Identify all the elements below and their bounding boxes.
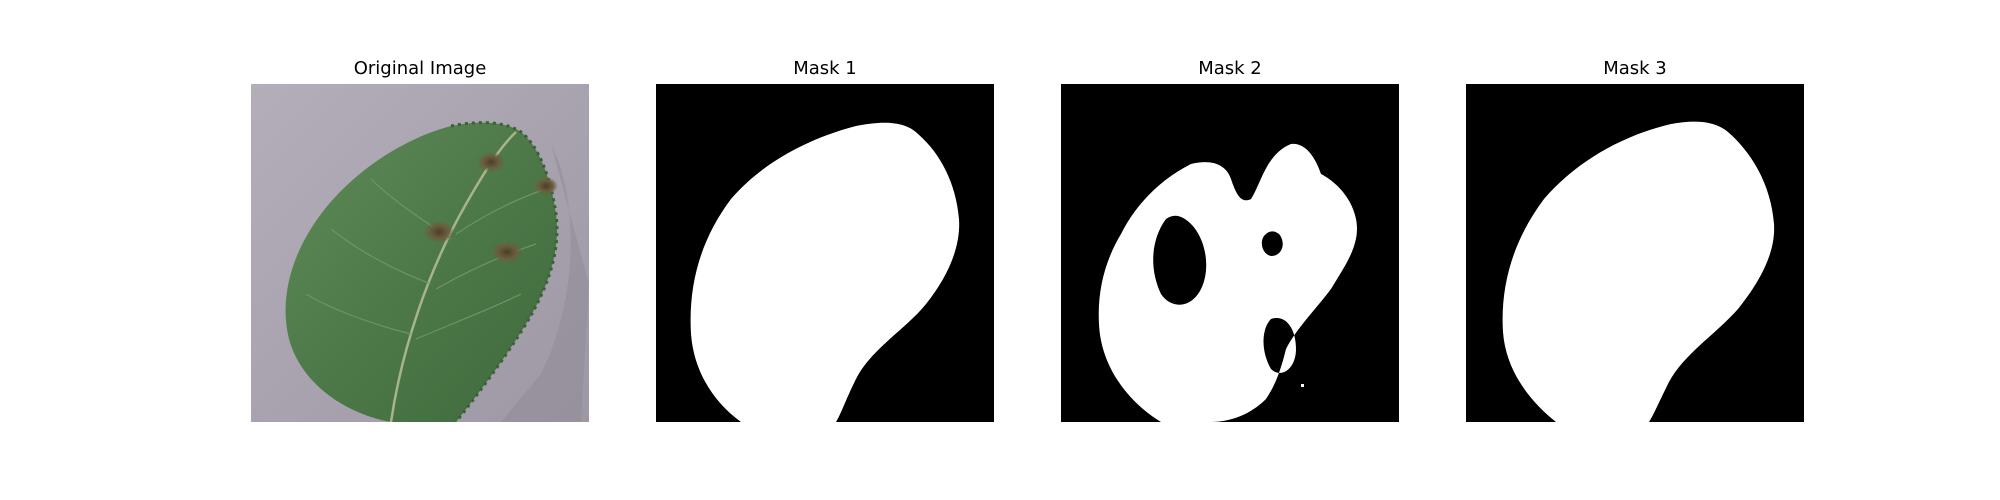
mask-foreground (1098, 143, 1357, 422)
mask-3-image (1466, 84, 1804, 422)
mask-2-panel: Mask 2 (1061, 0, 1399, 500)
leaf-shadow (501, 144, 589, 422)
mask-1-panel: Mask 1 (656, 0, 994, 500)
original-leaf-image (251, 84, 589, 422)
mask-foreground (1502, 121, 1775, 422)
mask-3-panel: Mask 3 (1466, 0, 1804, 500)
mask-1-image (656, 84, 994, 422)
original-image-panel: Original Image (251, 0, 589, 500)
lesion-spot (491, 241, 523, 263)
original-image-title: Original Image (353, 58, 487, 79)
mask-2-title: Mask 2 (1198, 58, 1262, 79)
lesion-spot (534, 177, 558, 195)
mask-2-image (1061, 84, 1399, 422)
leaf (285, 122, 557, 422)
leaf-edge (450, 121, 559, 422)
lesion-spot (477, 152, 505, 172)
mask-foreground (690, 122, 960, 422)
mask-1-title: Mask 1 (793, 58, 857, 79)
mask-speckles (1106, 289, 1304, 418)
lesion-spot (424, 221, 454, 243)
mask-3-title: Mask 3 (1603, 58, 1667, 79)
